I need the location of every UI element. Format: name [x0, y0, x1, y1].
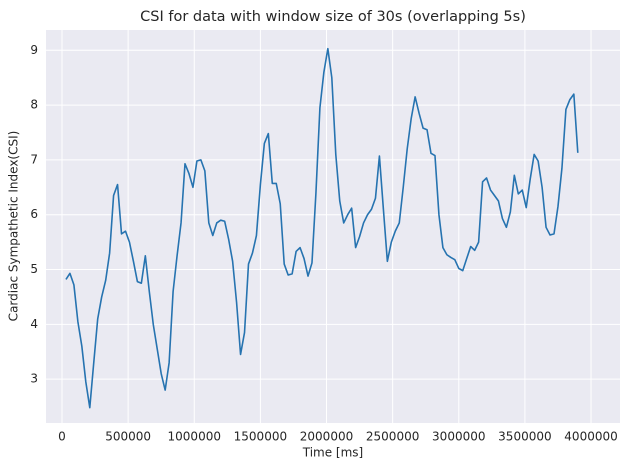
y-tick-label: 7: [30, 152, 38, 166]
y-tick-label: 4: [30, 317, 38, 331]
chart-title: CSI for data with window size of 30s (ov…: [140, 9, 526, 25]
x-tick-label: 3000000: [432, 430, 485, 444]
x-tick-label: 500000: [105, 430, 151, 444]
y-axis-label: Cardiac Sympathetic Index(CSI): [7, 131, 21, 322]
y-tick-label: 3: [30, 372, 38, 386]
x-tick-label: 2000000: [300, 430, 353, 444]
y-tick-label: 5: [30, 262, 38, 276]
y-tick-label: 6: [30, 207, 38, 221]
x-tick-label: 1000000: [168, 430, 221, 444]
x-tick-label: 4000000: [564, 430, 617, 444]
x-axis-label: Time [ms]: [302, 446, 364, 460]
x-tick-label: 3500000: [498, 430, 551, 444]
y-tick-label: 9: [30, 43, 38, 57]
y-tick-label: 8: [30, 98, 38, 112]
data-line: [65, 47, 579, 409]
x-tick-label: 1500000: [234, 430, 287, 444]
x-tick-label: 2500000: [366, 430, 419, 444]
x-tick-label: 0: [58, 430, 66, 444]
